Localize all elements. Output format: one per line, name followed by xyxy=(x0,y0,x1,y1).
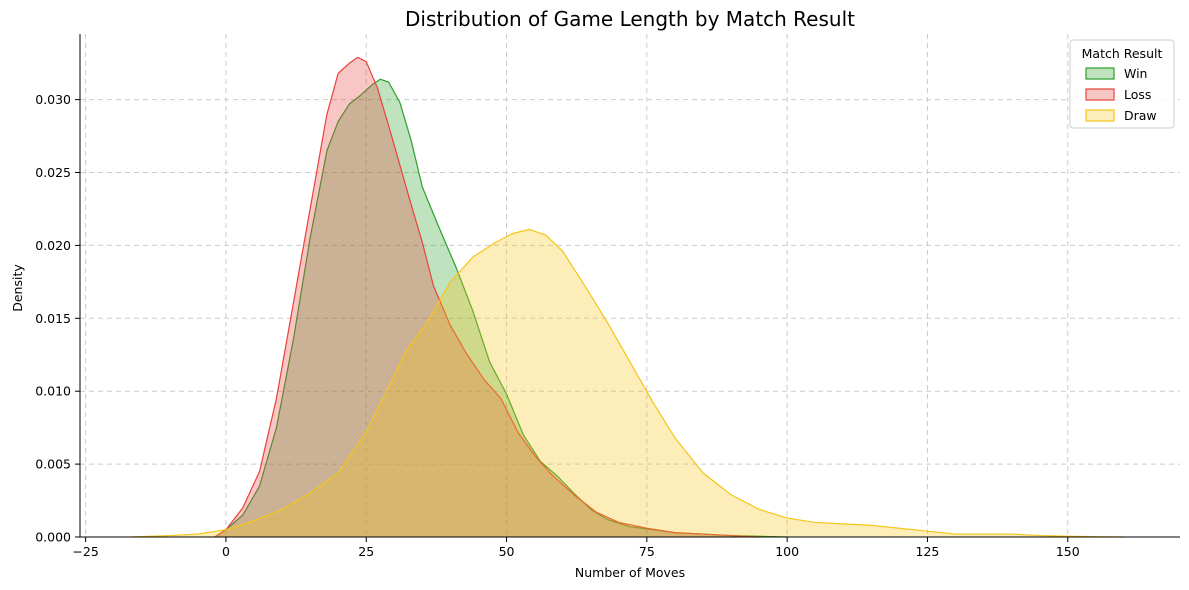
grid xyxy=(80,34,1180,537)
legend: Match Result Win Loss Draw xyxy=(1069,39,1175,129)
y-tick-label: 0.020 xyxy=(35,238,71,253)
y-tick-label: 0.005 xyxy=(35,457,71,472)
x-tick-label: −25 xyxy=(72,544,98,559)
x-tick-label: 50 xyxy=(499,544,515,559)
legend-label-win: Win xyxy=(1124,66,1147,81)
legend-swatch-loss xyxy=(1085,88,1115,101)
y-tick-label: 0.015 xyxy=(35,311,71,326)
y-tick-label: 0.025 xyxy=(35,165,71,180)
legend-swatch-win xyxy=(1085,67,1115,80)
legend-label-loss: Loss xyxy=(1124,87,1151,102)
x-tick-label: 0 xyxy=(222,544,230,559)
x-tick-label: 75 xyxy=(639,544,655,559)
y-tick-label: 0.030 xyxy=(35,92,71,107)
x-ticks: −25 0 25 50 75 100 125 150 xyxy=(72,537,1080,559)
y-axis-label: Density xyxy=(10,264,25,312)
area-draw xyxy=(130,229,1124,537)
y-tick-label: 0.000 xyxy=(35,530,71,545)
legend-frame xyxy=(1069,39,1175,129)
legend-swatch-draw xyxy=(1085,109,1115,122)
area-win xyxy=(214,79,788,537)
density-areas xyxy=(130,56,1124,538)
x-tick-label: 100 xyxy=(775,544,799,559)
x-tick-label: 25 xyxy=(358,544,374,559)
area-loss xyxy=(214,57,760,537)
x-tick-label: 125 xyxy=(916,544,940,559)
line-win xyxy=(214,78,788,538)
x-axis-label: Number of Moves xyxy=(575,565,685,580)
legend-title: Match Result xyxy=(1082,46,1163,61)
line-draw xyxy=(130,228,1124,538)
legend-items: Win Loss Draw xyxy=(1085,66,1157,123)
legend-label-draw: Draw xyxy=(1124,108,1157,123)
x-tick-label: 150 xyxy=(1056,544,1080,559)
chart-title: Distribution of Game Length by Match Res… xyxy=(405,7,855,31)
axes xyxy=(79,34,1180,538)
line-loss xyxy=(214,56,760,538)
y-ticks: 0.000 0.005 0.010 0.015 0.020 0.025 0.030 xyxy=(35,92,80,545)
y-tick-label: 0.010 xyxy=(35,384,71,399)
